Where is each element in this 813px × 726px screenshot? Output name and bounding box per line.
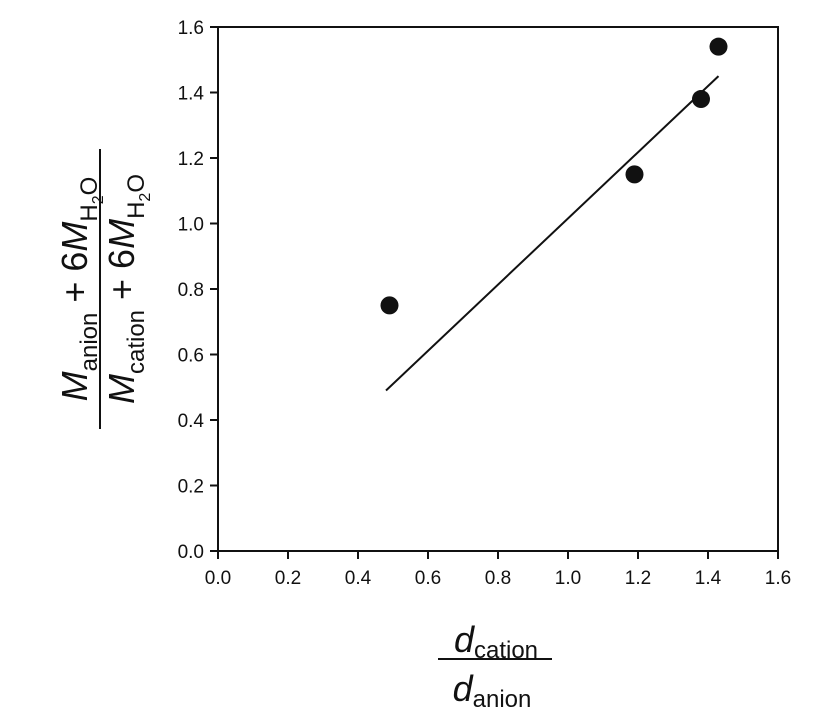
- y-den-subscript: cation: [123, 310, 150, 374]
- data-point: [625, 165, 644, 184]
- x-num-symbol: d: [454, 619, 475, 660]
- y-den-coefficient: 6: [101, 249, 142, 269]
- y-axis: 0.0 0.2 0.4 0.6 0.8 1.0 1.2 1.4 1.6: [178, 18, 218, 563]
- y-label-denominator: Mcation+6MH2O: [101, 174, 154, 404]
- y-num-water-o: O: [76, 177, 103, 196]
- y-num-operator: +: [54, 282, 95, 303]
- y-tick-label: 1.6: [178, 18, 204, 39]
- x-label-denominator: danion: [453, 668, 532, 713]
- x-den-subscript: anion: [473, 686, 532, 713]
- data-point: [709, 37, 728, 56]
- y-num-symbol: M: [54, 371, 95, 401]
- fit-line: [385, 75, 720, 392]
- plot-area-frame: [217, 26, 779, 552]
- x-den-symbol: d: [453, 668, 474, 709]
- y-axis-label: Manion+6MH2O Mcation+6MH2O: [54, 149, 154, 429]
- y-tick-label: 1.0: [178, 215, 204, 236]
- x-tick-label: 1.6: [765, 568, 791, 589]
- x-tick-label: 1.0: [555, 568, 581, 589]
- y-tick-label: 0.8: [178, 280, 204, 301]
- y-tick-label: 0.2: [178, 477, 204, 498]
- y-num-water-h: H: [76, 204, 103, 221]
- y-den-operator: +: [101, 279, 142, 300]
- y-tick-label: 1.4: [178, 84, 205, 105]
- y-den-water-symbol: M: [101, 219, 142, 249]
- y-tick-label: 0.0: [178, 542, 204, 563]
- y-num-water-symbol: M: [54, 222, 95, 252]
- data-point: [380, 296, 399, 315]
- x-tick-label: 0.4: [345, 568, 372, 589]
- fit-line-group: [385, 75, 720, 392]
- y-label-numerator: Manion+6MH2O: [54, 177, 107, 402]
- y-num-coefficient: 6: [54, 252, 95, 272]
- y-tick-label: 1.2: [178, 149, 204, 170]
- x-tick-label: 1.2: [625, 568, 651, 589]
- y-den-water-h: H: [123, 202, 150, 219]
- x-tick-label: 0.0: [205, 568, 231, 589]
- x-axis: 0.0 0.2 0.4 0.6 0.8 1.0 1.2 1.4 1.6: [205, 551, 791, 589]
- x-tick-label: 0.8: [485, 568, 511, 589]
- data-points: [380, 37, 728, 315]
- x-tick-label: 0.6: [415, 568, 441, 589]
- y-tick-label: 0.6: [178, 346, 204, 367]
- y-num-water-2: 2: [90, 195, 107, 204]
- data-point: [692, 90, 710, 109]
- y-den-water-o: O: [123, 174, 150, 193]
- x-axis-label: dcation danion: [438, 619, 552, 713]
- y-num-subscript: anion: [76, 313, 103, 372]
- x-tick-label: 0.2: [275, 568, 301, 589]
- y-tick-label: 0.4: [178, 411, 205, 432]
- x-label-numerator: dcation: [454, 619, 538, 664]
- x-tick-label: 1.4: [695, 568, 722, 589]
- y-den-symbol: M: [101, 374, 142, 404]
- y-den-water-2: 2: [137, 193, 154, 202]
